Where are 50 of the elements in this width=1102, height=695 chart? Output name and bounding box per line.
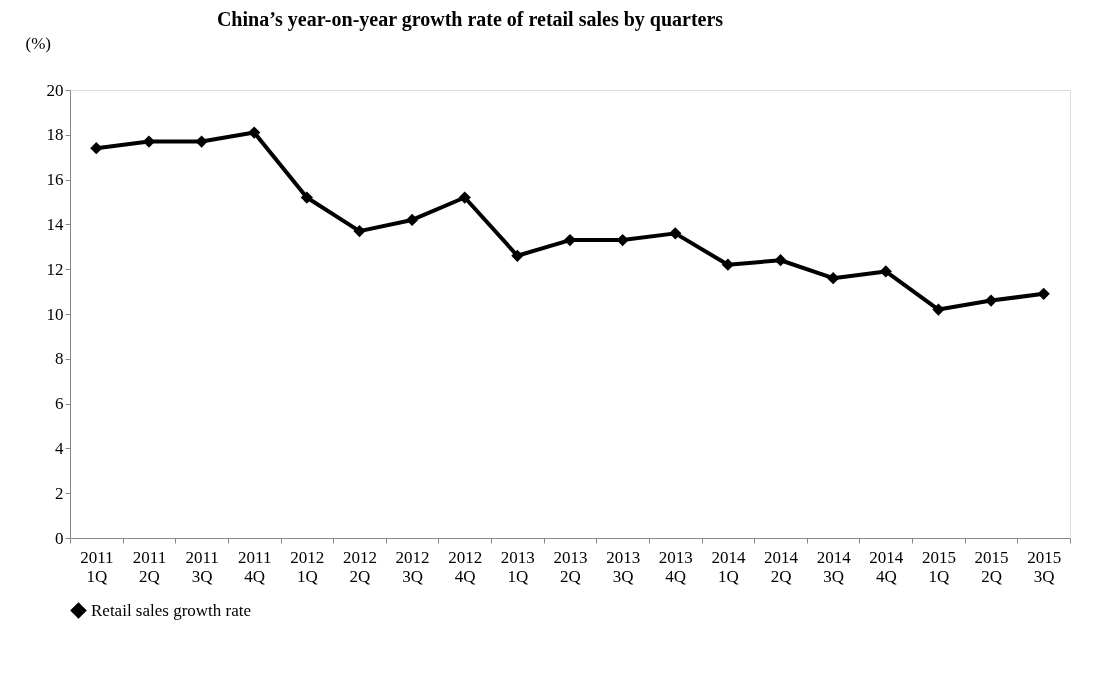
point (511, 249, 524, 262)
x-tick-label: 2013 2Q (553, 547, 588, 586)
point (353, 225, 366, 238)
y-tick-label: 20 (46, 80, 64, 100)
point (932, 303, 945, 316)
x-tick-label: 2011 1Q (80, 547, 114, 586)
x-tick-label: 2013 4Q (658, 547, 693, 586)
x-tick-label: 2011 2Q (132, 547, 167, 586)
y-tick-label: 14 (46, 214, 64, 234)
y-tick-label: 16 (46, 170, 64, 190)
y-tick-label: 0 (55, 528, 64, 548)
x-tick-label: 2014 3Q (816, 547, 852, 586)
point (616, 233, 629, 247)
x-tick-label: 2015 1Q (921, 547, 956, 586)
x-tick-label: 2013 3Q (606, 547, 641, 586)
legend-label: Retail sales growth rate (91, 600, 252, 620)
y-tick-label: 10 (46, 304, 64, 324)
point (90, 142, 103, 155)
point (300, 191, 313, 204)
point (142, 135, 156, 148)
point (879, 265, 892, 278)
x-tick-label: 2014 4Q (869, 547, 904, 586)
point (405, 213, 419, 227)
point (669, 227, 682, 240)
y-tick-label: 8 (55, 349, 64, 369)
x-tick-label: 2012 4Q (448, 547, 483, 586)
y-tick-label: 2 (55, 483, 64, 503)
point (1037, 287, 1050, 300)
chart-title: China’s year-on-year growth rate of retail sales by quarters (216, 8, 724, 31)
x-tick-label: 2011 3Q (185, 547, 219, 586)
point (248, 126, 261, 139)
y-tick-label: 18 (46, 125, 64, 145)
x-tick-label: 2012 2Q (342, 547, 377, 586)
x-tick-label: 2011 4Q (238, 547, 272, 586)
x-tick-label: 2012 3Q (395, 547, 430, 586)
x-tick-label: 2014 1Q (711, 547, 746, 586)
x-tick-label: 2014 2Q (764, 547, 799, 586)
y-tick-label: 12 (46, 259, 64, 279)
x-tick-label: 2015 3Q (1027, 547, 1062, 586)
y-tick-label: 4 (55, 438, 64, 458)
point (984, 294, 998, 307)
point (774, 254, 787, 267)
x-tick-label: 2013 1Q (500, 547, 535, 586)
point (458, 191, 471, 204)
y-tick-label: 6 (55, 394, 64, 414)
x-tick-label: 2012 1Q (290, 547, 325, 586)
y-axis-title: (%) (25, 33, 51, 53)
point (721, 258, 735, 271)
point (827, 272, 840, 285)
x-tick-label: 2015 2Q (974, 547, 1009, 586)
